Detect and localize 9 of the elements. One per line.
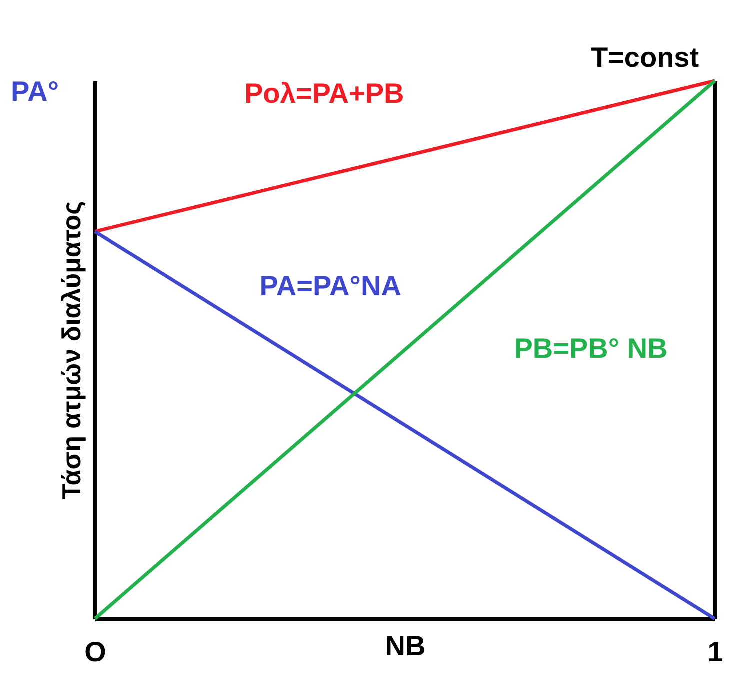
x-axis-title: NB bbox=[385, 630, 426, 662]
text: T=const bbox=[590, 42, 700, 73]
y-axis-title: Τάση ατμών διαλύματος bbox=[56, 201, 86, 500]
x-tick-label: O bbox=[84, 636, 106, 668]
annotation: PA° bbox=[10, 76, 60, 107]
x-tick-label: 1 bbox=[708, 636, 724, 668]
text: PB=PB° NB bbox=[514, 333, 668, 364]
series-label: PA=PA°NA bbox=[260, 270, 402, 302]
series-label: Pολ=PA+PB bbox=[244, 78, 404, 110]
